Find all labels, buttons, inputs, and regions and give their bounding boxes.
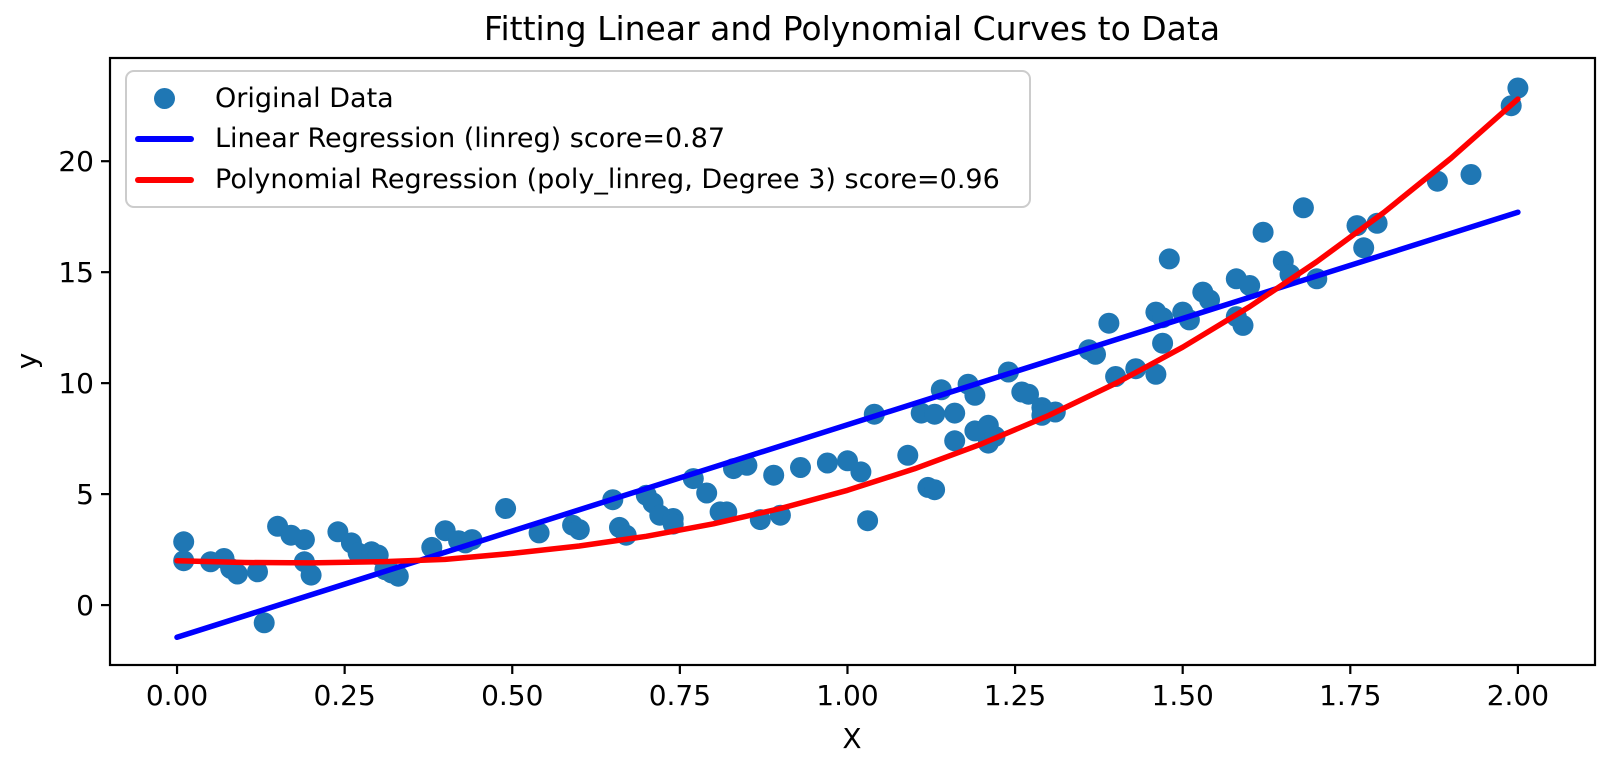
scatter-point <box>897 444 919 466</box>
linear-line-swatch-icon <box>135 135 194 142</box>
scatter-point <box>1199 289 1220 311</box>
scatter-point <box>1507 77 1529 99</box>
scatter-point <box>944 430 966 452</box>
scatter-point <box>816 452 838 474</box>
scatter-point <box>173 531 195 553</box>
scatter-point <box>1353 237 1375 259</box>
scatter-point <box>790 457 811 478</box>
x-tick-label: 1.75 <box>1319 679 1381 712</box>
chart-title: Fitting Linear and Polynomial Curves to … <box>484 9 1220 48</box>
y-tick-label: 20 <box>58 145 94 178</box>
scatter-point <box>924 479 946 501</box>
scatter-point <box>253 612 275 634</box>
scatter-point <box>1158 248 1180 270</box>
scatter-point <box>247 561 268 583</box>
scatter-marker-icon <box>154 87 175 109</box>
scatter-point <box>944 402 966 424</box>
y-tick-label: 5 <box>76 478 94 511</box>
legend-handle <box>135 176 194 183</box>
axes-frame <box>108 56 1597 667</box>
x-tick-label: 0.25 <box>313 679 375 712</box>
legend-row-polynomial-regression: Polynomial Regression (poly_linreg, Degr… <box>135 160 1019 200</box>
y-tick-label: 10 <box>58 367 94 400</box>
linear-regression-line <box>174 209 1521 641</box>
legend-handle <box>135 135 194 142</box>
scatter-point <box>696 482 718 504</box>
legend-handle <box>135 87 194 109</box>
legend-row-original-data: Original Data <box>135 78 1019 118</box>
scatter-point <box>528 522 550 544</box>
x-tick-label: 1.50 <box>1152 679 1214 712</box>
scatter-point <box>1292 197 1314 219</box>
scatter-point <box>857 510 879 532</box>
scatter-point <box>850 461 872 483</box>
scatter-point <box>964 384 986 406</box>
polynomial-line-swatch-icon <box>135 176 194 183</box>
x-tick-label: 1.00 <box>816 679 878 712</box>
x-tick-label: 1.25 <box>984 679 1046 712</box>
scatter-point <box>1252 221 1274 243</box>
scatter-point <box>1279 263 1301 285</box>
scatter-point <box>1232 314 1254 336</box>
scatter-point <box>293 529 315 551</box>
scatter-point <box>763 464 785 486</box>
scatter-point <box>924 403 946 425</box>
y-axis-label: y <box>10 353 43 370</box>
scatter-point <box>1460 164 1482 185</box>
x-axis-label: X <box>842 722 861 755</box>
legend-label-linear-regression: Linear Regression (linreg) score=0.87 <box>215 123 726 155</box>
y-tick-label: 0 <box>76 589 94 622</box>
x-tick-label: 0.00 <box>146 679 208 712</box>
x-tick-label: 2.00 <box>1487 679 1549 712</box>
scatter-point <box>1239 275 1261 296</box>
scatter-point <box>1145 363 1167 385</box>
scatter-point <box>300 564 322 586</box>
polynomial-regression-curve <box>174 96 1521 566</box>
plot-area: 0.00 0.25 0.50 0.75 1.00 1.25 1.50 1.75 2.00 0 5 10… <box>58 56 1597 712</box>
scatter-point <box>1152 332 1174 354</box>
legend-row-linear-regression: Linear Regression (linreg) score=0.87 <box>135 119 1019 159</box>
legend: Original Data Linear Regression (linreg)… <box>125 70 1031 208</box>
scatter-point <box>1018 383 1039 405</box>
scatter-point <box>1098 312 1120 334</box>
legend-label-original-data: Original Data <box>215 82 394 114</box>
x-tick-label: 0.75 <box>649 679 711 712</box>
legend-label-polynomial-regression: Polynomial Regression (poly_linreg, Degr… <box>215 164 1000 196</box>
scatter-point <box>495 498 517 519</box>
scatter-point <box>568 519 590 541</box>
x-tick-label: 0.50 <box>481 679 543 712</box>
y-tick-label: 15 <box>58 256 94 289</box>
scatter-point <box>226 563 248 585</box>
